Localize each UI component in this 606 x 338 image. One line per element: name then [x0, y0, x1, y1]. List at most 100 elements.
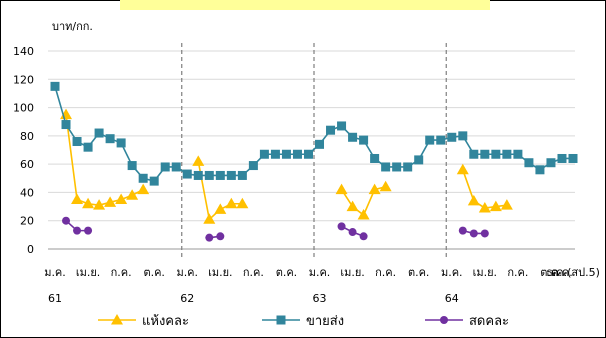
x-tick-label: ม.ค.: [309, 266, 331, 279]
data-point: [480, 229, 489, 238]
y-tick-label: 80: [20, 130, 34, 143]
data-point: [535, 165, 545, 175]
data-point: [216, 232, 225, 241]
x-tick-label: ก.ค.: [111, 266, 132, 279]
data-point: [149, 176, 159, 186]
data-point: [502, 149, 512, 159]
x-tick-label: ต.ค.: [276, 266, 298, 279]
data-point: [359, 232, 368, 241]
data-point: [83, 142, 93, 152]
year-label: 63: [313, 292, 327, 305]
data-point: [315, 139, 325, 149]
series-layer: [50, 81, 578, 242]
y-tick-label: 120: [13, 73, 34, 86]
data-point: [93, 199, 106, 210]
data-point: [237, 170, 247, 180]
y-tick-label: 0: [27, 243, 34, 256]
data-point: [205, 233, 214, 242]
y-tick-label: 40: [20, 186, 34, 199]
data-point: [379, 180, 392, 192]
data-point: [126, 189, 139, 200]
x-tick-label: เม.ย.: [473, 266, 497, 279]
data-point: [72, 137, 82, 147]
data-point: [524, 158, 534, 168]
data-point: [557, 153, 567, 163]
x-tick-label: ต.ค.: [143, 266, 165, 279]
data-point: [61, 120, 71, 130]
data-point: [480, 149, 490, 159]
data-point: [104, 196, 117, 207]
legend-label: แห้งคละ: [142, 314, 189, 329]
data-point: [425, 135, 435, 145]
data-point: [82, 197, 95, 209]
data-point: [171, 162, 181, 172]
data-point: [348, 132, 358, 142]
x-tick-label: ก.ค.: [507, 266, 528, 279]
legend-label: ขายส่ง: [306, 314, 344, 329]
data-point: [368, 183, 381, 195]
data-point: [568, 153, 578, 163]
x-tick-label: ก.ค.: [243, 266, 264, 279]
y-tick-label: 20: [20, 215, 34, 228]
series-circle: [62, 216, 489, 242]
data-point: [137, 183, 150, 195]
data-point: [248, 161, 258, 171]
data-point: [84, 226, 93, 235]
x-tick-label: ธ.ค.(สป.5): [546, 266, 600, 279]
data-point: [105, 134, 115, 144]
data-point: [370, 153, 380, 163]
data-point: [62, 216, 71, 225]
data-point: [403, 162, 413, 172]
data-point: [392, 162, 402, 172]
data-point: [335, 183, 348, 195]
x-tick-label: เม.ย.: [340, 266, 364, 279]
legend-marker: [440, 316, 448, 324]
data-point: [447, 132, 457, 142]
data-point: [381, 162, 391, 172]
data-point: [303, 149, 313, 159]
data-point: [116, 138, 126, 148]
grid-lines: [48, 50, 575, 250]
data-point: [467, 194, 480, 206]
data-point: [215, 170, 225, 180]
x-tick-label: ม.ค.: [176, 266, 198, 279]
data-point: [73, 226, 82, 235]
data-point: [214, 203, 227, 214]
y-ticks: 0 20 40 60 80 100 120 140: [13, 45, 34, 256]
data-point: [127, 161, 137, 171]
legend-label: สดคละ: [469, 314, 509, 329]
data-point: [458, 131, 468, 141]
data-point: [346, 200, 359, 212]
header-banner: [120, 0, 490, 10]
legend-marker: [276, 315, 286, 325]
data-point: [270, 149, 280, 159]
data-point: [414, 155, 424, 165]
data-point: [259, 149, 269, 159]
legend: แห้งคละ ขายส่ง สดคละ: [98, 314, 509, 329]
data-point: [160, 162, 170, 172]
data-point: [469, 149, 479, 159]
year-labels: 61 62 63 64: [48, 292, 459, 305]
x-tick-label: ก.ค.: [375, 266, 396, 279]
data-point: [138, 173, 148, 183]
x-tick-label: ม.ค.: [441, 266, 463, 279]
series-triangle: [60, 108, 513, 224]
data-point: [193, 170, 203, 180]
data-point: [182, 169, 192, 179]
data-point: [348, 228, 357, 237]
data-point: [281, 149, 291, 159]
x-tick-label: ต.ค.: [540, 266, 562, 279]
data-point: [192, 155, 205, 166]
x-tick-label: ต.ค.: [551, 266, 573, 279]
x-ticks: ม.ค. เม.ย. ก.ค. ต.ค. ม.ค. เม.ย. ก.ค. ต.ค. ม.ค. เม…: [44, 266, 600, 279]
data-point: [469, 229, 478, 238]
data-point: [50, 81, 60, 91]
data-point: [337, 222, 346, 231]
legend-marker: [111, 314, 123, 325]
data-point: [357, 209, 370, 220]
year-label: 61: [48, 292, 62, 305]
data-point: [456, 163, 469, 175]
year-separators: [181, 43, 447, 260]
